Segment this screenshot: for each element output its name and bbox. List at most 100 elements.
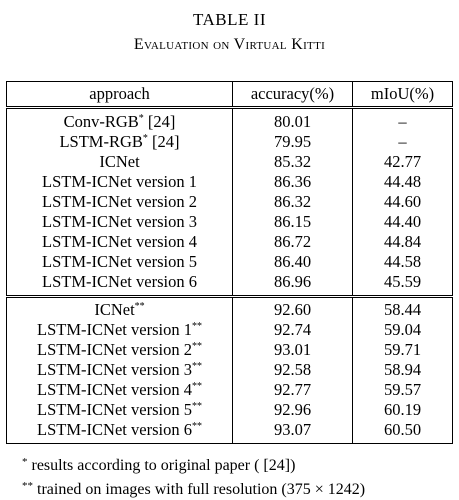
- approach-citation: [24]: [143, 112, 176, 131]
- cell-miou: 44.60: [352, 192, 453, 212]
- table-row: LSTM-ICNet version 1 86.36 44.48: [7, 172, 453, 192]
- cell-accuracy: 80.01: [232, 106, 353, 132]
- approach-mark: **: [191, 401, 202, 412]
- cell-miou: 44.40: [352, 212, 453, 232]
- cell-approach: LSTM-ICNet version 2: [7, 192, 233, 212]
- approach-mark: **: [191, 341, 202, 352]
- approach-name: LSTM-RGB: [59, 132, 143, 151]
- table-row: LSTM-ICNet version 2** 93.01 59.71: [7, 340, 453, 360]
- approach-mark: *: [142, 133, 148, 144]
- approach-name: LSTM-ICNet version 3: [37, 360, 192, 379]
- header-miou: mIoU(%): [352, 81, 453, 108]
- cell-miou: 45.59: [352, 272, 453, 297]
- header-row: approach accuracy(%) mIoU(%): [7, 81, 453, 108]
- footnote-1: * results according to original paper ( […: [22, 452, 365, 476]
- cell-miou: 60.19: [352, 400, 453, 420]
- approach-name: LSTM-ICNet version 3: [42, 212, 197, 231]
- approach-name: LSTM-ICNet version 2: [37, 340, 192, 359]
- table-row: LSTM-ICNet version 5** 92.96 60.19: [7, 400, 453, 420]
- approach-name: LSTM-ICNet version 4: [37, 380, 192, 399]
- approach-mark: **: [191, 381, 202, 392]
- cell-accuracy: 86.15: [232, 212, 353, 232]
- table-row: LSTM-ICNet version 2 86.32 44.60: [7, 192, 453, 212]
- table-row: LSTM-ICNet version 3 86.15 44.40: [7, 212, 453, 232]
- approach-name: LSTM-ICNet version 5: [42, 252, 197, 271]
- table-row: LSTM-ICNet version 3** 92.58 58.94: [7, 360, 453, 380]
- footnote-text: trained on images with full resolution (…: [37, 481, 366, 498]
- cell-miou: 60.50: [352, 420, 453, 444]
- cell-approach: ICNet: [7, 152, 233, 172]
- cell-approach: LSTM-ICNet version 6**: [7, 420, 233, 444]
- table-body: Conv-RGB* [24] 80.01– LSTM-RGB* [24] 79.95–…: [6, 106, 453, 444]
- approach-name: LSTM-ICNet version 1: [37, 320, 192, 339]
- cell-accuracy: 86.32: [232, 192, 353, 212]
- cell-approach: LSTM-ICNet version 6: [7, 272, 233, 297]
- footnote-2: ** trained on images with full resolution…: [22, 476, 365, 500]
- cell-accuracy: 93.07: [232, 420, 353, 444]
- approach-name: ICNet: [99, 152, 140, 171]
- table-row: ICNet 85.32 42.77: [7, 152, 453, 172]
- cell-accuracy: 86.40: [232, 252, 353, 272]
- table-row: Conv-RGB* [24] 80.01–: [6, 106, 453, 132]
- table-row: LSTM-ICNet version 6** 93.07 60.50: [7, 420, 453, 444]
- table-caption: Evaluation on Virtual Kitti: [133, 36, 326, 53]
- cell-approach: Conv-RGB* [24]: [6, 106, 233, 132]
- table-row: LSTM-ICNet version 4 86.72 44.84: [7, 232, 453, 252]
- cell-accuracy: 86.36: [232, 172, 353, 192]
- cell-accuracy: 79.95: [232, 132, 353, 152]
- cell-accuracy: 92.77: [232, 380, 353, 400]
- cell-accuracy: 92.74: [232, 320, 353, 340]
- approach-mark: *: [138, 113, 144, 124]
- approach-name: LSTM-ICNet version 6: [42, 272, 197, 291]
- footnote-mark: **: [22, 480, 33, 492]
- approach-name: LSTM-ICNet version 1: [42, 172, 197, 191]
- cell-miou: 42.77: [352, 152, 453, 172]
- header-accuracy: accuracy(%): [232, 81, 353, 108]
- cell-miou: 59.71: [352, 340, 453, 360]
- cell-approach: LSTM-ICNet version 1**: [7, 320, 233, 340]
- cell-accuracy: 92.60: [232, 295, 353, 320]
- cell-accuracy: 92.58: [232, 360, 353, 380]
- cell-approach: ICNet**: [6, 295, 233, 320]
- cell-miou: 44.58: [352, 252, 453, 272]
- approach-mark: **: [191, 321, 202, 332]
- cell-miou: 44.84: [352, 232, 453, 252]
- table-row: LSTM-ICNet version 6 86.96 45.59: [7, 272, 453, 297]
- approach-citation: [24]: [147, 132, 180, 151]
- cell-accuracy: 93.01: [232, 340, 353, 360]
- approach-name: Conv-RGB: [63, 112, 139, 131]
- approach-name: LSTM-ICNet version 4: [42, 232, 197, 251]
- table-label: TABLE II: [193, 10, 266, 29]
- cell-accuracy: 92.96: [232, 400, 353, 420]
- cell-accuracy: 86.72: [232, 232, 353, 252]
- approach-name: LSTM-ICNet version 6: [37, 420, 192, 439]
- footnote-text: results according to original paper ( [2…: [31, 457, 296, 474]
- table-row: LSTM-ICNet version 4** 92.77 59.57: [7, 380, 453, 400]
- approach-mark: **: [191, 361, 202, 372]
- approach-mark: **: [134, 301, 145, 312]
- cell-miou: 44.48: [352, 172, 453, 192]
- cell-approach: LSTM-ICNet version 5: [7, 252, 233, 272]
- cell-approach: LSTM-ICNet version 2**: [7, 340, 233, 360]
- cell-miou: –: [352, 132, 453, 152]
- cell-approach: LSTM-RGB* [24]: [7, 132, 233, 152]
- table-row: ICNet** 92.60 58.44: [6, 295, 453, 320]
- cell-approach: LSTM-ICNet version 3**: [7, 360, 233, 380]
- table-row: LSTM-RGB* [24] 79.95–: [7, 132, 453, 152]
- cell-approach: LSTM-ICNet version 3: [7, 212, 233, 232]
- approach-name: LSTM-ICNet version 2: [42, 192, 197, 211]
- cell-miou: 58.44: [352, 295, 453, 320]
- cell-miou: 58.94: [352, 360, 453, 380]
- approach-name: ICNet: [94, 300, 135, 319]
- cell-approach: LSTM-ICNet version 4: [7, 232, 233, 252]
- table-row: LSTM-ICNet version 5 86.40 44.58: [7, 252, 453, 272]
- cell-miou: 59.57: [352, 380, 453, 400]
- cell-approach: LSTM-ICNet version 5**: [7, 400, 233, 420]
- approach-name: LSTM-ICNet version 5: [37, 400, 192, 419]
- approach-mark: **: [191, 421, 202, 432]
- table-row: LSTM-ICNet version 1** 92.74 59.04: [7, 320, 453, 340]
- cell-accuracy: 86.96: [232, 272, 353, 297]
- results-table: approach accuracy(%) mIoU(%) Conv-RGB* […: [6, 81, 453, 444]
- cell-miou: 59.04: [352, 320, 453, 340]
